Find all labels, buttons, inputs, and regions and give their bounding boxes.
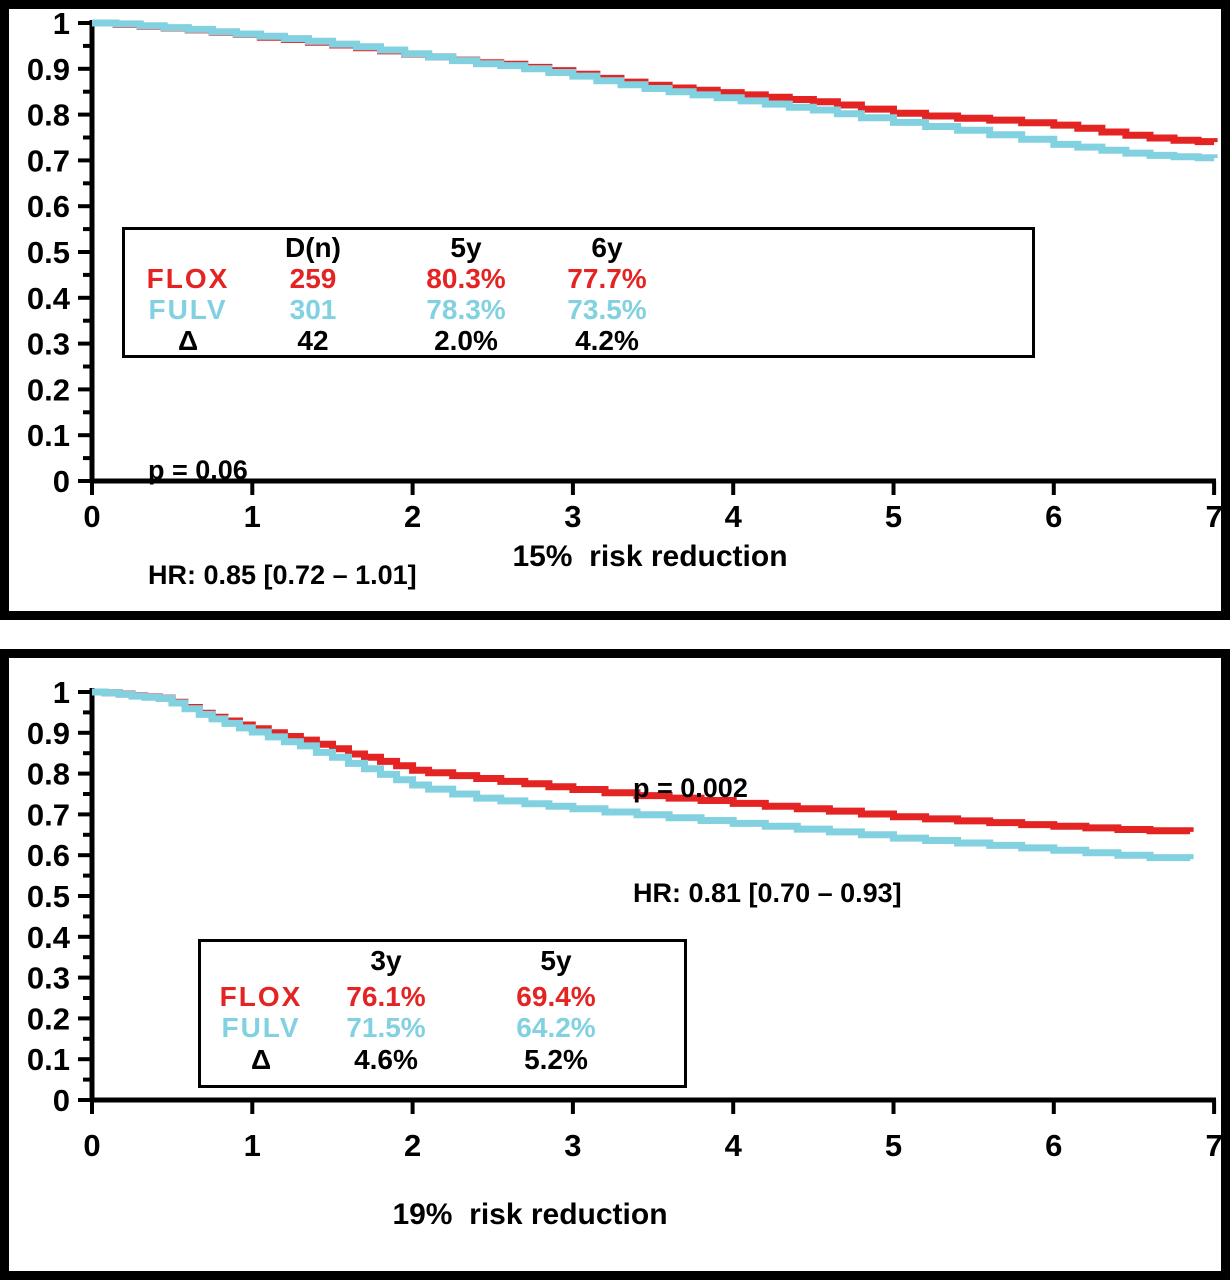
legend-fulv-dn: 301 bbox=[289, 293, 337, 325]
svg-text:1: 1 bbox=[53, 6, 70, 41]
svg-text:0.2: 0.2 bbox=[27, 372, 70, 407]
legend-filler bbox=[657, 294, 1032, 324]
svg-text:0.2: 0.2 bbox=[27, 1001, 70, 1036]
legend-delta-3y: 4.6% bbox=[354, 1044, 418, 1076]
svg-text:0.4: 0.4 bbox=[27, 920, 71, 955]
svg-text:5: 5 bbox=[885, 1128, 902, 1163]
hazard-ratio-bottom: HR: 0.81 [0.70 – 0.93] bbox=[633, 878, 902, 908]
legend-filler bbox=[657, 325, 1032, 355]
legend-delta-label: Δ bbox=[250, 1044, 272, 1076]
legend-fulv-5y: 78.3% bbox=[426, 293, 506, 325]
svg-text:1: 1 bbox=[53, 675, 70, 710]
svg-text:1: 1 bbox=[244, 499, 261, 534]
legend-fulv-label: FULV bbox=[221, 1012, 301, 1044]
legend-header-dn: D(n) bbox=[285, 232, 341, 264]
p-value-top: p = 0.06 bbox=[148, 455, 248, 485]
legend-filler bbox=[661, 981, 684, 1011]
legend-filler bbox=[661, 1012, 684, 1042]
svg-text:0.1: 0.1 bbox=[27, 418, 70, 453]
legend-header-5y: 5y bbox=[450, 232, 482, 264]
svg-text:0.1: 0.1 bbox=[27, 1042, 70, 1077]
stats-annotation-top: p = 0.06 HR: 0.85 [0.72 – 1.01] bbox=[148, 383, 417, 663]
svg-text:4: 4 bbox=[725, 499, 743, 534]
legend-header-3y: 3y bbox=[370, 944, 402, 976]
legend-flox-6y: 77.7% bbox=[567, 263, 647, 295]
svg-text:0: 0 bbox=[83, 1128, 100, 1163]
x-axis-title-top: 15% risk reduction bbox=[512, 540, 788, 573]
svg-text:0.7: 0.7 bbox=[27, 143, 70, 178]
svg-text:0: 0 bbox=[83, 499, 100, 534]
legend-flox-label: FLOX bbox=[219, 980, 303, 1012]
svg-text:1: 1 bbox=[244, 1128, 261, 1163]
svg-text:0.6: 0.6 bbox=[27, 838, 70, 873]
svg-text:0.8: 0.8 bbox=[27, 98, 70, 133]
svg-text:2: 2 bbox=[404, 499, 421, 534]
svg-text:0.7: 0.7 bbox=[27, 797, 70, 832]
legend-flox-label: FLOX bbox=[146, 263, 230, 295]
legend-header-5y: 5y bbox=[540, 944, 572, 976]
svg-text:0.6: 0.6 bbox=[27, 189, 70, 224]
legend-delta-6y: 4.2% bbox=[575, 324, 639, 356]
summary-table-bottom: 3y 5y FLOX 76.1% 69.4% FULV 71.5% 64.2% … bbox=[198, 939, 687, 1088]
svg-text:0.9: 0.9 bbox=[27, 716, 70, 751]
legend-filler bbox=[657, 263, 1032, 293]
svg-text:0.5: 0.5 bbox=[27, 235, 70, 270]
legend-fulv-6y: 73.5% bbox=[567, 293, 647, 325]
legend-delta-dn: 42 bbox=[297, 324, 329, 356]
legend-filler bbox=[657, 232, 1032, 262]
x-axis-title-bottom: 19% risk reduction bbox=[392, 1198, 668, 1231]
svg-text:4: 4 bbox=[725, 1128, 743, 1163]
svg-text:6: 6 bbox=[1045, 499, 1062, 534]
legend-filler bbox=[661, 1044, 684, 1084]
legend-flox-5y: 69.4% bbox=[516, 980, 596, 1012]
svg-text:3: 3 bbox=[564, 499, 581, 534]
p-value-bottom: p = 0.002 bbox=[633, 773, 748, 803]
svg-text:5: 5 bbox=[885, 499, 902, 534]
stats-annotation-bottom: p = 0.002 HR: 0.81 [0.70 – 0.93] bbox=[633, 701, 902, 981]
legend-header-6y: 6y bbox=[591, 232, 623, 264]
legend-fulv-3y: 71.5% bbox=[346, 1012, 426, 1044]
svg-text:0.8: 0.8 bbox=[27, 757, 70, 792]
svg-text:3: 3 bbox=[564, 1128, 581, 1163]
summary-table-top: D(n) 5y 6y FLOX 259 80.3% 77.7% FULV 301… bbox=[122, 227, 1035, 358]
svg-text:7: 7 bbox=[1205, 499, 1222, 534]
svg-text:6: 6 bbox=[1045, 1128, 1062, 1163]
legend-fulv-5y: 64.2% bbox=[516, 1012, 596, 1044]
svg-text:0.9: 0.9 bbox=[27, 52, 70, 87]
legend-flox-5y: 80.3% bbox=[426, 263, 506, 295]
svg-text:0: 0 bbox=[53, 464, 70, 499]
svg-text:7: 7 bbox=[1205, 1128, 1222, 1163]
svg-text:0: 0 bbox=[53, 1083, 70, 1118]
svg-text:0.3: 0.3 bbox=[27, 961, 70, 996]
svg-text:0.3: 0.3 bbox=[27, 327, 70, 362]
svg-text:2: 2 bbox=[404, 1128, 421, 1163]
svg-text:0.4: 0.4 bbox=[27, 281, 71, 316]
legend-flox-3y: 76.1% bbox=[346, 980, 426, 1012]
svg-text:0.5: 0.5 bbox=[27, 879, 70, 914]
legend-corner-blank bbox=[125, 232, 251, 262]
hazard-ratio-top: HR: 0.85 [0.72 – 1.01] bbox=[148, 560, 417, 590]
legend-delta-5y: 5.2% bbox=[524, 1044, 588, 1076]
legend-flox-dn: 259 bbox=[289, 263, 337, 295]
legend-fulv-label: FULV bbox=[148, 293, 228, 325]
legend-delta-5y: 2.0% bbox=[434, 324, 498, 356]
legend-delta-label: Δ bbox=[177, 324, 199, 356]
legend-corner-blank bbox=[201, 945, 321, 979]
